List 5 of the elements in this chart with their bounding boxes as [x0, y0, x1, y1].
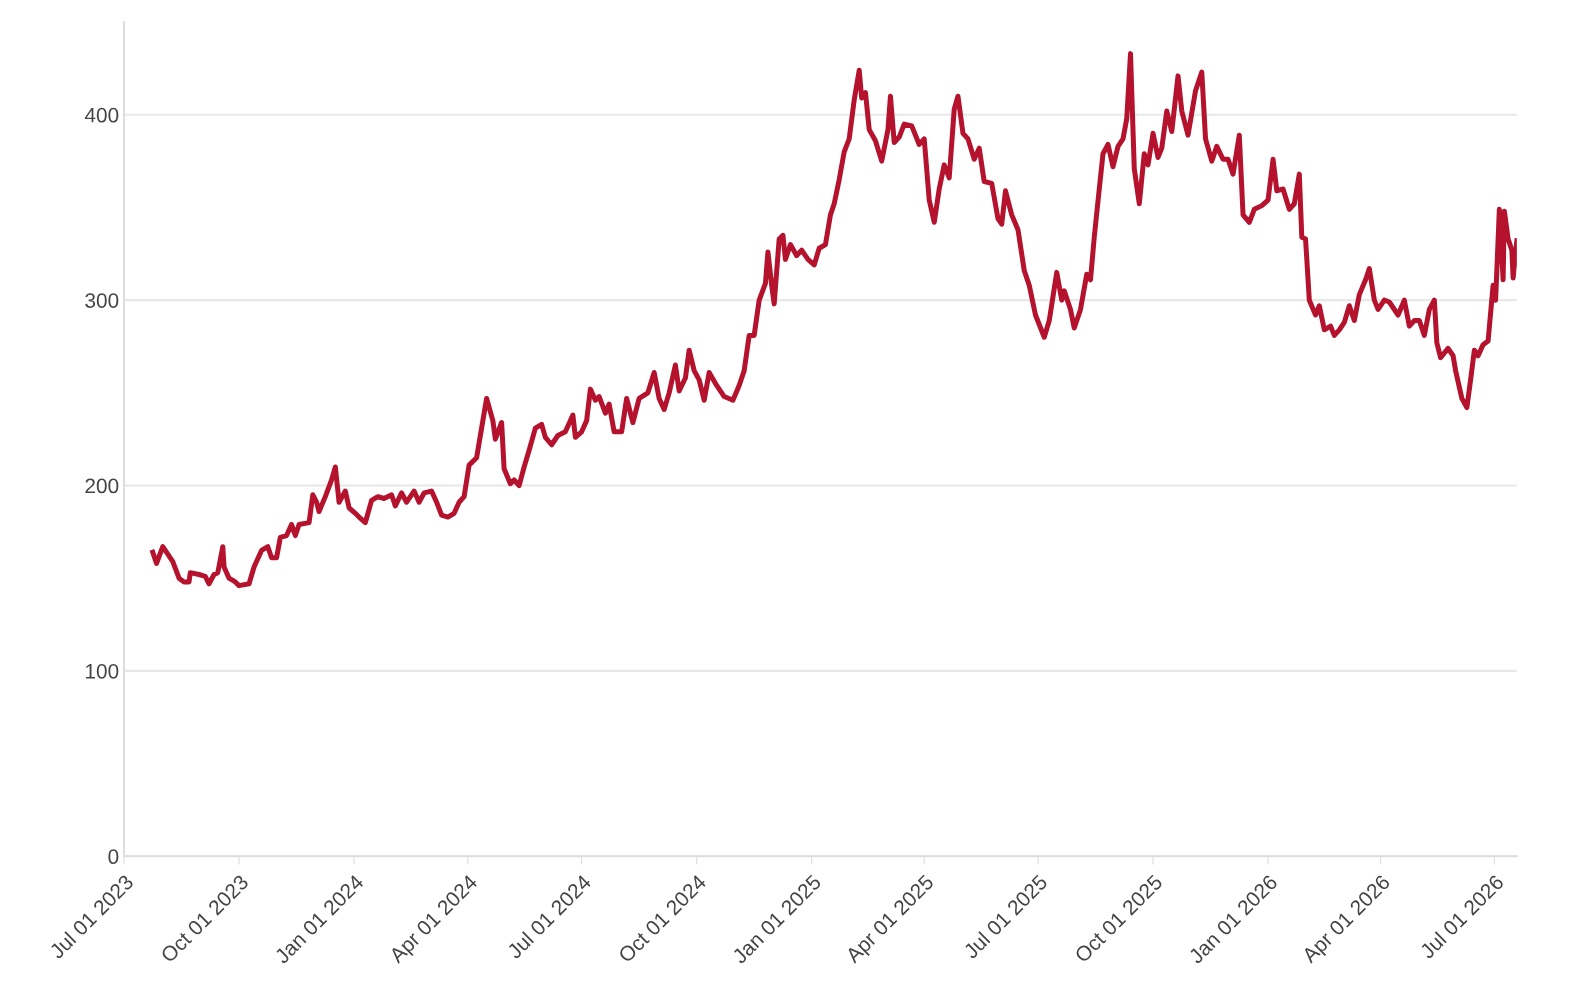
y-tick-label: 100 [85, 663, 119, 679]
y-tick-label: 0 [108, 849, 119, 865]
y-tick-label: 300 [85, 293, 119, 308]
y-tick-label: 400 [84, 107, 119, 123]
y-tick-label: 200 [85, 478, 119, 494]
